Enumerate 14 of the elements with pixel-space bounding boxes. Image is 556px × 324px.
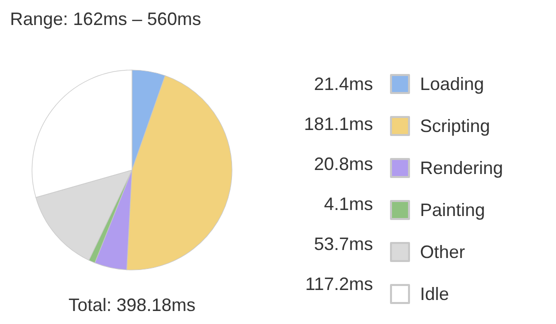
data-label: 21.4ms	[314, 74, 373, 94]
data-label: 53.7ms	[314, 234, 373, 254]
text: Total: 398.18ms	[68, 295, 196, 315]
legend-label: Painting	[420, 200, 486, 220]
legend-label: Idle	[420, 284, 450, 304]
legend-label: Rendering	[420, 158, 504, 178]
legend-label: Scripting	[420, 116, 490, 136]
data-label: 20.8ms	[314, 154, 373, 174]
chart-title: Range: 162ms – 560ms	[10, 9, 202, 29]
data-label: 4.1ms	[324, 194, 373, 214]
data-label: 117.2ms	[305, 274, 373, 294]
legend-label: Loading	[420, 74, 484, 94]
data-label: 181.1ms	[304, 114, 373, 134]
legend-label: Other	[420, 242, 466, 262]
